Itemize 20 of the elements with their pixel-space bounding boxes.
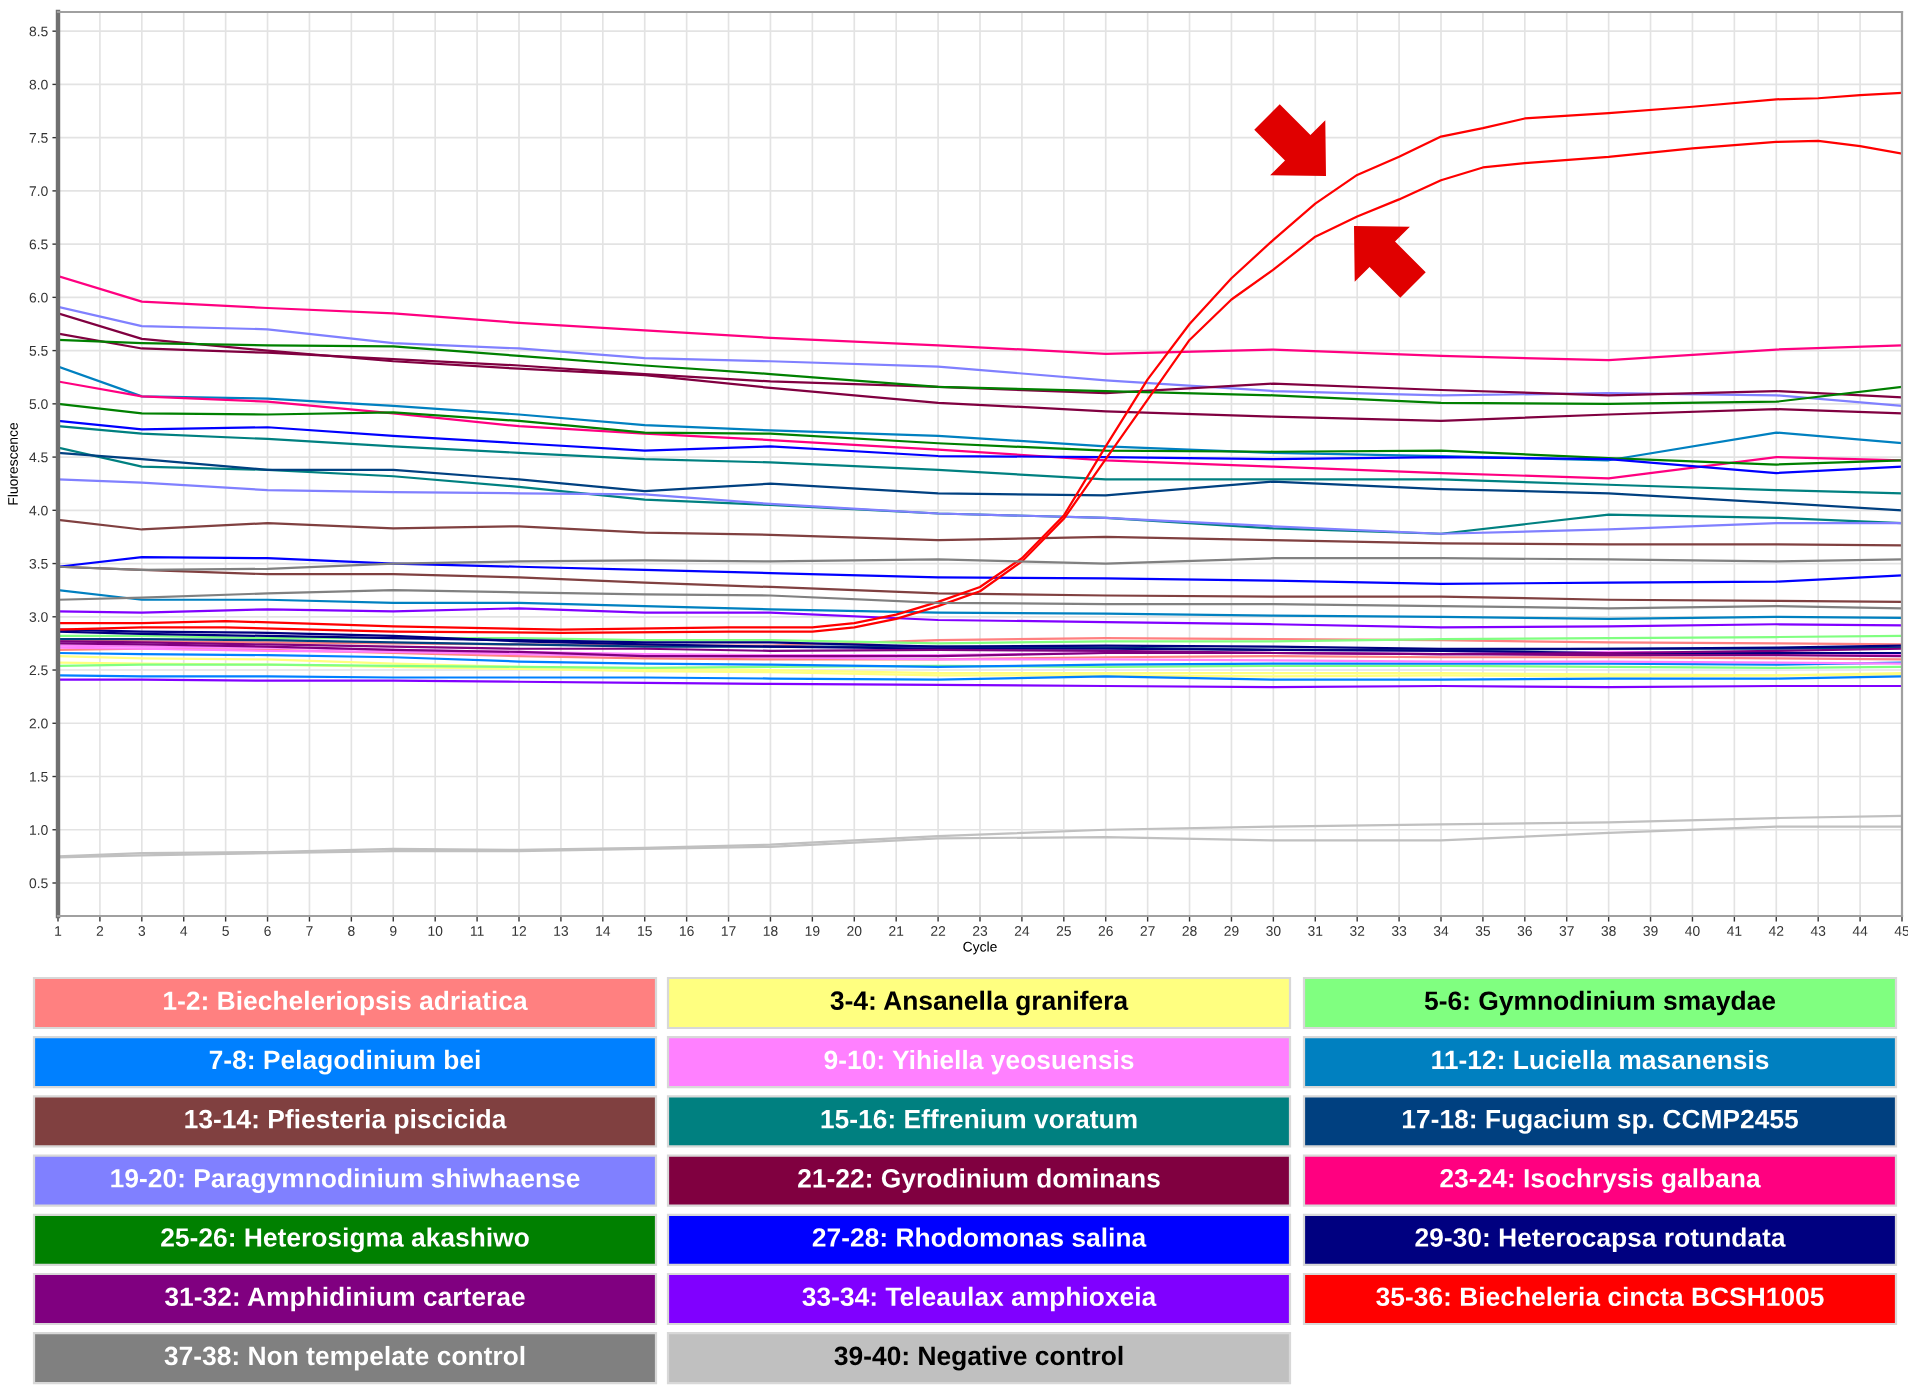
text: 25-26: Heterosigma akashiwo <box>161 1227 529 1253</box>
text: 9-10: Yihiella yeosuensis <box>824 1049 1134 1075</box>
text: 3-4: Ansanella granifera <box>830 990 1129 1016</box>
text: 7-8: Pelagodinium bei <box>209 1049 480 1075</box>
text: 15-16: Effrenium voratum <box>821 1109 1137 1129</box>
text: 21-22: Gyrodinium dominans <box>798 1168 1160 1193</box>
text: 11-12: Luciella masanensis <box>1432 1049 1769 1070</box>
text: 27-28: Rhodomonas salina <box>812 1227 1147 1247</box>
text: 1-2: Biecheleriopsis adriatica <box>164 990 528 1016</box>
text: 37-38: Non tempelate control <box>164 1345 525 1371</box>
text: 23-24: Isochrysis galbana <box>1440 1168 1761 1193</box>
text: 19-20: Paragymnodinium shiwhaense <box>111 1168 580 1193</box>
text: 39-40: Negative control <box>834 1345 1123 1371</box>
text: 29-30: Heterocapsa rotundata <box>1415 1227 1786 1253</box>
text: 17-18: Fugacium sp. CCMP2455 <box>1402 1109 1798 1134</box>
text: 31-32: Amphidinium carterae <box>165 1286 525 1312</box>
text: 5-6: Gymnodinium smaydae <box>1424 990 1776 1016</box>
text: 13-14: Pfiesteria piscicida <box>185 1109 507 1134</box>
text: 33-34: Teleaulax amphioxeia <box>802 1286 1157 1312</box>
text: 35-36: Biecheleria cincta BCSH1005 <box>1376 1286 1824 1307</box>
